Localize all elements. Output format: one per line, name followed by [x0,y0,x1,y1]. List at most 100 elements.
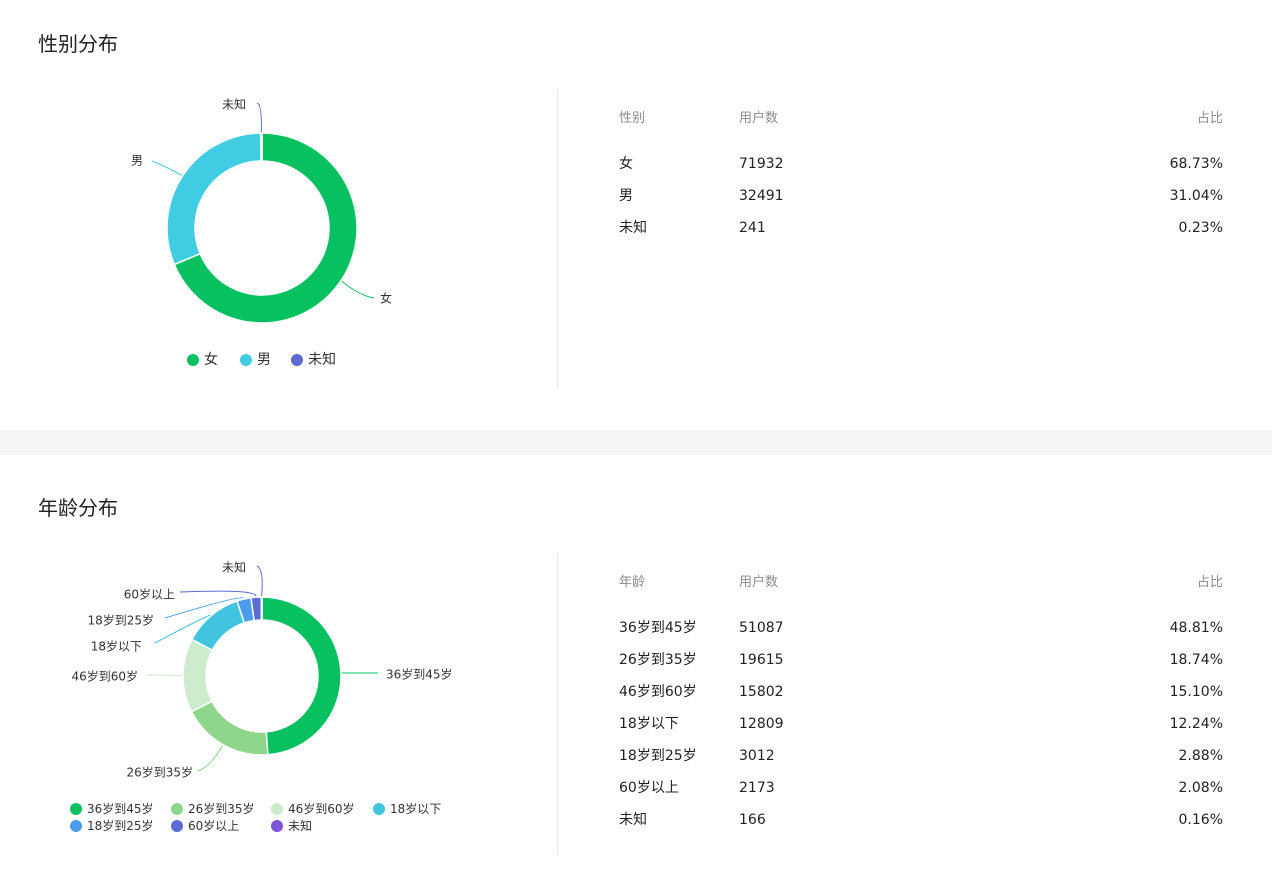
row-share: 68.73% [1169,156,1223,172]
age-slice-label: 18岁到25岁 [87,613,154,628]
legend-label: 46岁到60岁 [288,802,355,816]
header-gender: 性别 [619,111,646,126]
header-age: 年龄 [619,575,646,590]
table-row: 未知 166 0.16% [619,810,1223,830]
row-users: 166 [739,812,766,828]
gender-donut-slice[interactable] [173,132,358,324]
legend-dot-icon [291,354,303,366]
legend-dot-icon [171,803,183,815]
legend-dot-icon [171,820,183,832]
row-users: 12809 [739,716,784,732]
table-row: 26岁到35岁 19615 18.74% [619,650,1223,670]
legend-dot-icon [187,354,199,366]
gender-card: 性别分布 女男未知 女男未知 性别 用户数 占比 女 71932 68.73% … [0,0,1272,430]
row-share: 0.23% [1178,220,1223,236]
age-donut-slice[interactable] [260,596,263,621]
age-donut-slice[interactable] [182,638,214,713]
age-leader-line [197,745,224,772]
legend-dot-icon [271,803,283,815]
age-leader-line [179,590,257,597]
row-share: 2.88% [1178,748,1223,764]
header-share: 占比 [1196,111,1223,126]
legend-dot-icon [373,803,385,815]
legend-label: 60岁以上 [188,819,240,833]
gender-leader-line [341,280,375,299]
gender-slice-label: 女 [380,291,392,306]
row-share: 31.04% [1169,188,1223,204]
table-row: 未知 241 0.23% [619,218,1223,238]
age-donut-slice[interactable] [261,596,342,756]
age-slice-label: 未知 [222,561,246,575]
row-users: 71932 [739,156,784,172]
table-row: 60岁以上 2173 2.08% [619,778,1223,798]
row-label: 26岁到35岁 [619,652,697,668]
row-share: 12.24% [1169,716,1223,732]
legend-label: 未知 [308,352,336,368]
legend-dot-icon [70,820,82,832]
table-row: 女 71932 68.73% [619,154,1223,174]
row-share: 18.74% [1169,652,1223,668]
gender-donut-chart: 女 男 未知 [131,98,392,324]
row-users: 19615 [739,652,784,668]
gender-leader-line [151,160,182,176]
row-users: 3012 [739,748,775,764]
age-table-header: 年龄 用户数 占比 [619,573,1223,593]
age-title: 年龄分布 [38,496,118,520]
row-users: 241 [739,220,766,236]
row-label: 未知 [619,812,647,828]
row-share: 2.08% [1178,780,1223,796]
row-share: 0.16% [1178,812,1223,828]
row-label: 18岁以下 [619,716,679,732]
age-slice-label: 46岁到60岁 [71,669,138,684]
gender-slice-label: 未知 [222,98,246,112]
table-row: 46岁到60岁 15802 15.10% [619,682,1223,702]
age-leader-line [164,597,245,619]
table-row: 18岁以下 12809 12.24% [619,714,1223,734]
header-users: 用户数 [739,575,779,590]
age-leader-line [256,565,263,597]
gender-slice-label: 男 [131,154,143,168]
gender-title: 性别分布 [38,32,118,56]
row-label: 女 [619,156,633,172]
header-users: 用户数 [739,111,779,126]
age-card: 年龄分布 36岁到45岁 26岁到35岁 46岁到60岁 18岁以下 18岁到25岁 60… [0,455,1272,894]
age-donut-chart: 36岁到45岁 26岁到35岁 46岁到60岁 18岁以下 18岁到25岁 60岁以上 未知 [71,561,453,780]
row-label: 60岁以上 [619,780,679,796]
legend-label: 男 [257,352,271,368]
legend-label: 18岁以下 [390,802,442,816]
table-row: 36岁到45岁 51087 48.81% [619,618,1223,638]
gender-leader-line [256,102,262,133]
legend-dot-icon [240,354,252,366]
table-row: 男 32491 31.04% [619,186,1223,206]
row-label: 46岁到60岁 [619,684,697,700]
age-slice-label: 26岁到35岁 [126,765,193,780]
legend-label: 未知 [288,819,313,833]
row-share: 48.81% [1169,620,1223,636]
gender-divider [557,89,558,390]
header-share: 占比 [1196,575,1223,590]
age-slice-label: 60岁以上 [124,587,175,602]
legend-dot-icon [70,803,82,815]
row-share: 15.10% [1169,684,1223,700]
age-divider [557,553,558,855]
row-users: 2173 [739,780,775,796]
age-donut-slice[interactable] [190,700,269,756]
row-label: 36岁到45岁 [619,620,697,636]
row-label: 男 [619,188,633,204]
age-slice-label: 36岁到45岁 [386,667,453,682]
gender-table-header: 性别 用户数 占比 [619,109,1223,129]
legend-label: 26岁到35岁 [188,802,255,816]
table-row: 18岁到25岁 3012 2.88% [619,746,1223,766]
row-users: 15802 [739,684,784,700]
row-label: 未知 [619,220,647,236]
row-label: 18岁到25岁 [619,748,697,764]
legend-label: 18岁到25岁 [87,819,154,833]
gender-donut-slice[interactable] [166,132,262,266]
legend-dot-icon [271,820,283,832]
legend-label: 女 [204,352,218,368]
age-leader-line [154,614,211,644]
age-slice-label: 18岁以下 [91,639,142,654]
age-donut-slice[interactable] [190,600,246,652]
legend-label: 36岁到45岁 [87,802,154,816]
gender-donut-slice[interactable] [259,132,263,162]
